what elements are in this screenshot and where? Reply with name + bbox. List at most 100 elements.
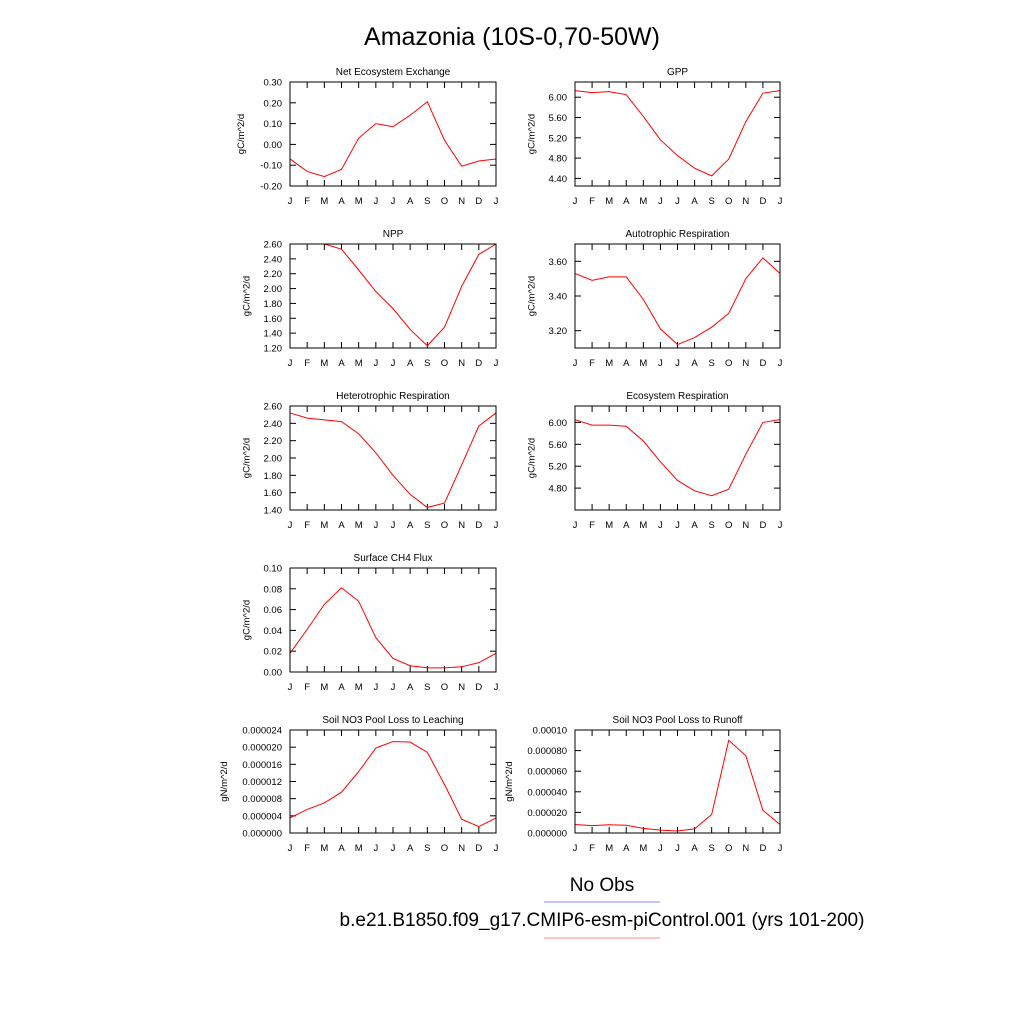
panel-title: Net Ecosystem Exchange — [336, 67, 451, 78]
legend: No Obs b.e21.B1850.f09_g17.CMIP6-esm-piC… — [340, 875, 864, 939]
y-tick-label: 0.000060 — [527, 767, 567, 778]
figure-title: Amazonia (10S-0,70-50W) — [364, 23, 660, 51]
y-tick-label: 1.80 — [264, 299, 283, 310]
x-tick-label: F — [304, 358, 310, 369]
x-tick-label: A — [338, 520, 345, 531]
y-tick-label: 3.20 — [549, 326, 568, 337]
x-tick-label: A — [691, 520, 698, 531]
x-tick-label: D — [759, 520, 766, 531]
y-tick-label: 0.02 — [264, 647, 283, 658]
x-tick-label: A — [623, 196, 630, 207]
x-tick-label: D — [475, 843, 482, 854]
x-tick-label: S — [424, 520, 430, 531]
y-tick-label: 0.000020 — [242, 743, 282, 754]
x-tick-label: J — [494, 682, 499, 693]
x-tick-label: O — [441, 843, 448, 854]
y-tick-label: 0.000000 — [527, 829, 567, 840]
x-tick-label: J — [675, 358, 680, 369]
y-tick-label: 0.000040 — [527, 787, 567, 798]
y-axis-label: gC/m^2/d — [242, 276, 253, 316]
x-tick-label: M — [355, 358, 363, 369]
x-tick-label: M — [320, 682, 328, 693]
x-tick-label: J — [391, 196, 396, 207]
y-tick-label: 0.30 — [264, 78, 283, 89]
x-tick-label: M — [605, 520, 613, 531]
y-tick-label: 1.80 — [264, 471, 283, 482]
x-tick-label: A — [407, 358, 414, 369]
x-tick-label: J — [573, 843, 578, 854]
x-tick-label: J — [675, 520, 680, 531]
x-tick-label: J — [288, 358, 293, 369]
y-tick-label: 0.00010 — [533, 726, 567, 737]
y-axis-label: gC/m^2/d — [242, 600, 253, 640]
y-tick-label: 2.00 — [264, 454, 283, 465]
y-tick-label: 6.00 — [549, 418, 568, 429]
x-tick-label: O — [441, 358, 448, 369]
x-tick-label: A — [623, 358, 630, 369]
y-axis-label: gN/m^2/d — [219, 761, 230, 801]
x-tick-label: D — [475, 682, 482, 693]
x-tick-label: F — [589, 520, 595, 531]
x-tick-label: A — [691, 358, 698, 369]
x-tick-label: J — [494, 196, 499, 207]
y-tick-label: 2.40 — [264, 254, 283, 265]
x-tick-label: J — [391, 843, 396, 854]
y-tick-label: 5.20 — [549, 133, 568, 144]
y-tick-label: 5.60 — [549, 440, 568, 451]
plot-frame — [289, 243, 497, 349]
y-tick-label: 1.20 — [264, 344, 283, 355]
legend-entry-label: No Obs — [570, 875, 634, 896]
x-tick-label: A — [407, 843, 414, 854]
y-axis-label: gC/m^2/d — [527, 438, 538, 478]
x-tick-label: F — [589, 843, 595, 854]
plot-frame — [289, 81, 497, 187]
x-tick-label: F — [304, 843, 310, 854]
x-tick-label: O — [441, 520, 448, 531]
plot-frame — [574, 81, 781, 187]
y-tick-label: 0.10 — [264, 119, 283, 130]
x-tick-label: S — [708, 196, 714, 207]
x-tick-label: M — [605, 358, 613, 369]
x-tick-label: J — [573, 358, 578, 369]
x-tick-label: A — [691, 196, 698, 207]
x-tick-label: J — [778, 520, 783, 531]
x-tick-label: O — [441, 196, 448, 207]
y-tick-label: 2.40 — [264, 419, 283, 430]
series-line — [574, 90, 781, 177]
y-tick-label: 6.00 — [549, 93, 568, 104]
x-tick-label: D — [759, 196, 766, 207]
x-tick-label: O — [725, 520, 732, 531]
x-tick-label: N — [458, 196, 465, 207]
x-tick-label: A — [338, 843, 345, 854]
x-tick-label: F — [304, 520, 310, 531]
x-tick-label: M — [355, 682, 363, 693]
x-tick-label: J — [373, 682, 378, 693]
x-tick-label: S — [424, 843, 430, 854]
plot-frame — [289, 567, 497, 673]
x-tick-label: J — [288, 682, 293, 693]
x-tick-label: M — [355, 520, 363, 531]
x-tick-label: D — [759, 358, 766, 369]
y-tick-label: 0.000020 — [527, 808, 567, 819]
panel-title: Soil NO3 Pool Loss to Leaching — [322, 715, 463, 726]
series-line — [574, 419, 781, 497]
plot-frame — [289, 405, 497, 511]
x-tick-label: O — [725, 196, 732, 207]
x-tick-label: J — [391, 682, 396, 693]
x-tick-label: J — [288, 520, 293, 531]
x-tick-label: A — [623, 520, 630, 531]
y-tick-label: 0.000008 — [242, 794, 282, 805]
x-tick-label: J — [658, 843, 663, 854]
x-tick-label: D — [475, 196, 482, 207]
x-tick-label: S — [708, 520, 714, 531]
panel-title: Ecosystem Respiration — [626, 391, 728, 402]
y-tick-label: 0.000012 — [242, 777, 282, 788]
x-tick-label: M — [320, 358, 328, 369]
x-tick-label: D — [475, 358, 482, 369]
x-tick-label: O — [725, 843, 732, 854]
x-tick-label: J — [778, 843, 783, 854]
